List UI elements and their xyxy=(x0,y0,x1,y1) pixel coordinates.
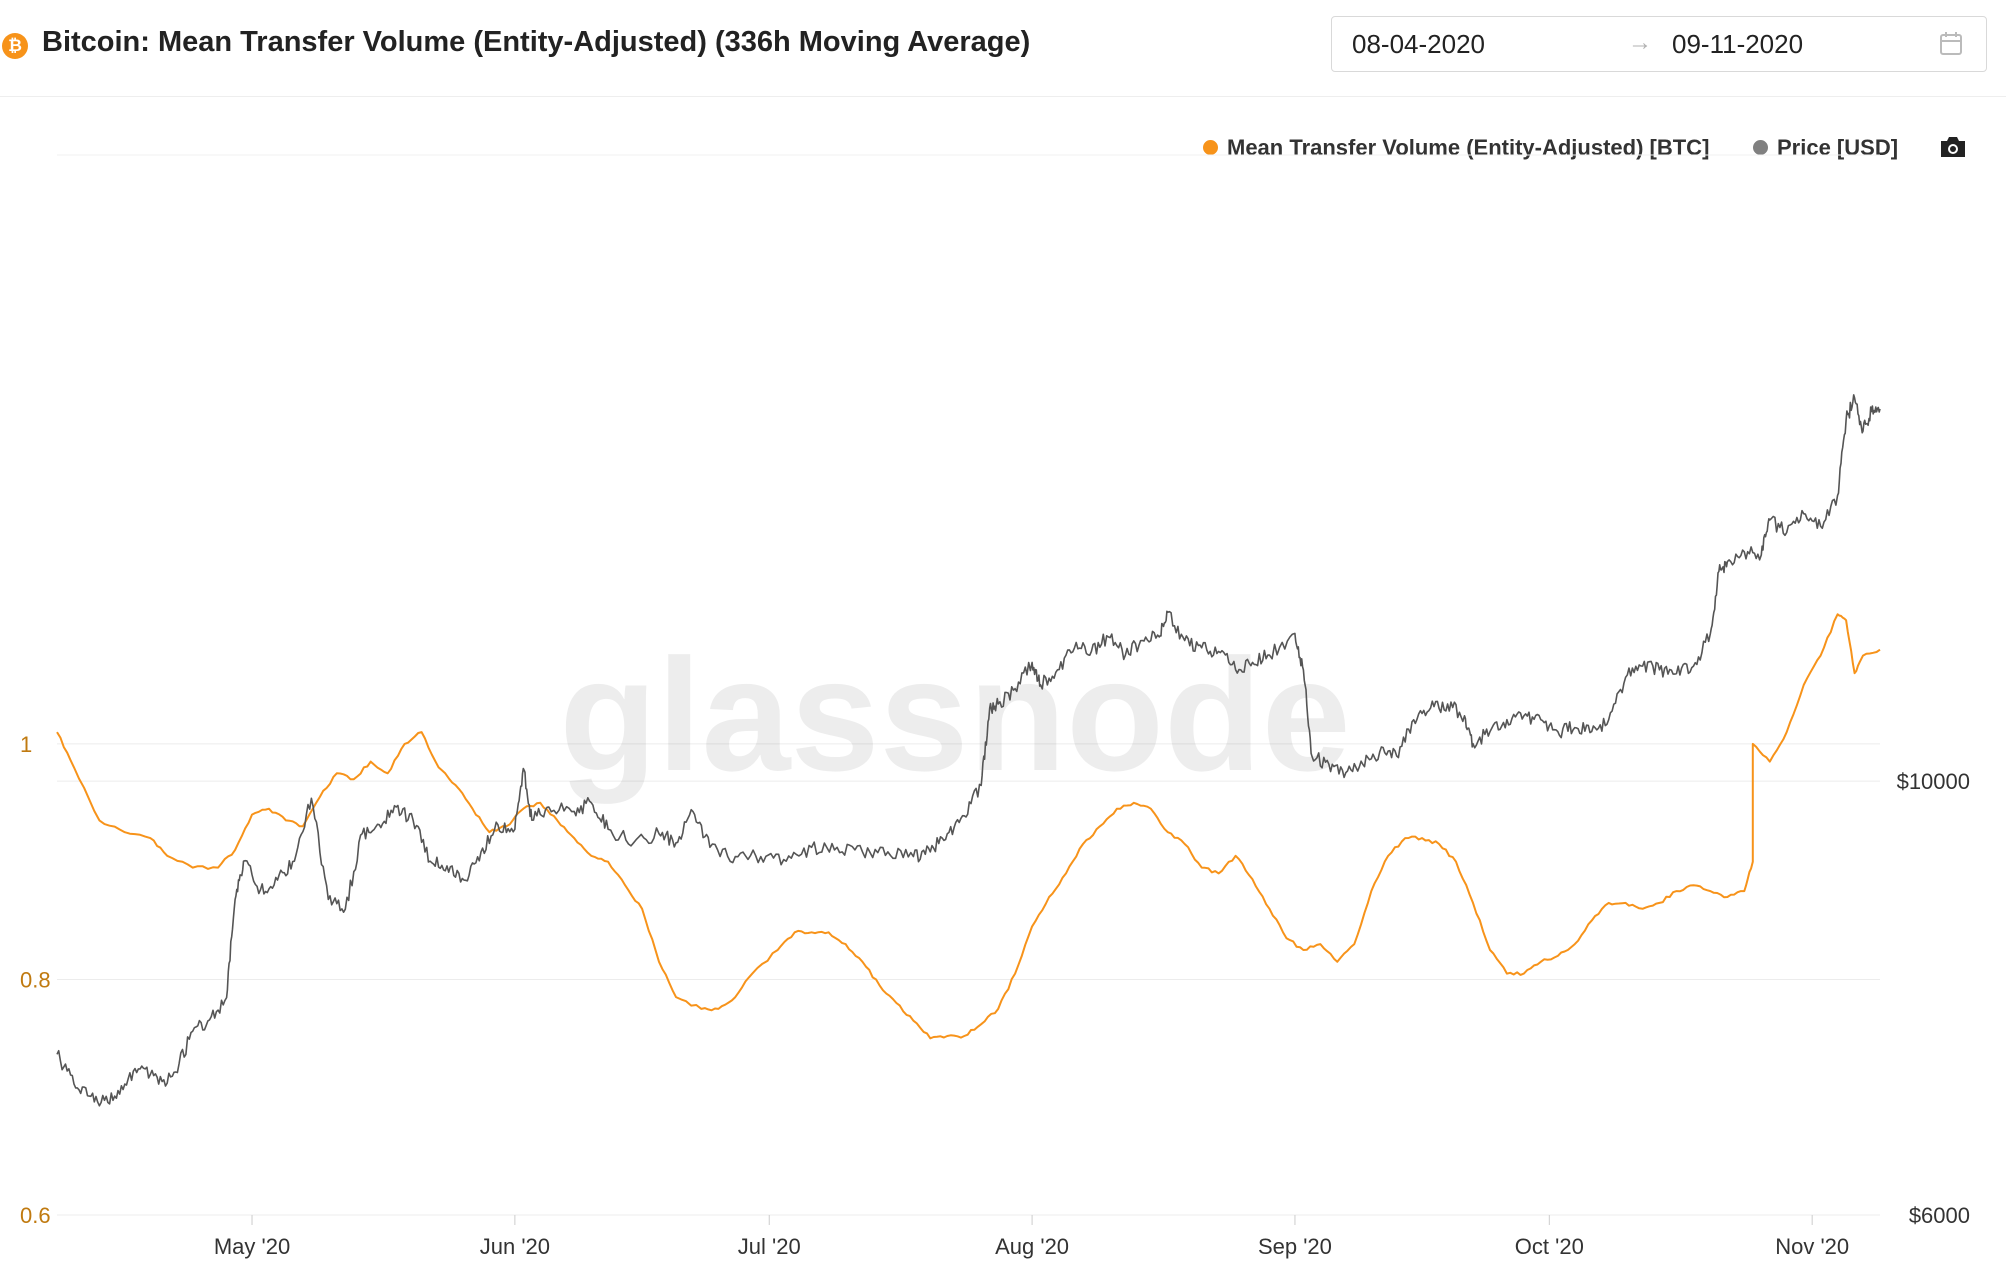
legend-label-volume: Mean Transfer Volume (Entity-Adjusted) [… xyxy=(1227,135,1710,160)
y-right-tick-label: $6000 xyxy=(1909,1203,1970,1228)
legend-swatch-price xyxy=(1753,139,1768,155)
date-start-input[interactable]: 08-04-2020 xyxy=(1352,29,1485,59)
chart-axes: 0.6 0.8 1 $6000 $10000 May '20 Jun '20 Jul '20 A… xyxy=(20,732,1970,1259)
date-range-picker[interactable]: 08-04-2020 → 09-11-2020 xyxy=(1331,16,1987,72)
x-tick-label: Oct '20 xyxy=(1515,1234,1584,1259)
date-end-input[interactable]: 09-11-2020 xyxy=(1672,29,1804,59)
legend-item-price[interactable]: Price [USD] xyxy=(1753,135,1898,167)
chart-series xyxy=(56,394,1881,1107)
legend-item-mean-transfer-volume[interactable]: Mean Transfer Volume (Entity-Adjusted) [… xyxy=(1203,135,1709,167)
y-left-tick-label: 0.6 xyxy=(20,1203,51,1228)
watermark: glassnode xyxy=(559,625,1350,804)
y-left-tick-label: 0.8 xyxy=(20,967,51,992)
chart-area: glassnode 0.6 0.8 1 $6000 $10000 May '20 Jun '… xyxy=(20,154,1970,1259)
date-range-arrow-icon: → xyxy=(1628,29,1652,56)
legend-swatch-volume xyxy=(1203,139,1218,155)
bitcoin-icon: ₿ xyxy=(2,33,28,59)
calendar-icon[interactable] xyxy=(1939,31,1963,62)
camera-icon[interactable] xyxy=(1938,134,1968,165)
page-title: Bitcoin: Mean Transfer Volume (Entity-Ad… xyxy=(42,26,1031,58)
header-bar: ₿ Bitcoin: Mean Transfer Volume (Entity-… xyxy=(0,0,2006,97)
series-line-price xyxy=(56,394,1881,1107)
y-left-tick-label: 1 xyxy=(20,732,32,757)
chart-gridlines xyxy=(57,743,1880,1216)
x-tick-label: Jun '20 xyxy=(480,1234,550,1259)
legend-label-price: Price [USD] xyxy=(1777,135,1899,160)
x-tick-label: Sep '20 xyxy=(1258,1234,1332,1259)
x-tick-label: Aug '20 xyxy=(995,1234,1069,1259)
y-right-tick-label: $10000 xyxy=(1897,769,1970,794)
series-line-mean-transfer-volume xyxy=(56,613,1881,1040)
x-tick-label: Jul '20 xyxy=(738,1234,801,1259)
x-tick-label: May '20 xyxy=(214,1234,290,1259)
x-tick-label: Nov '20 xyxy=(1775,1234,1849,1259)
